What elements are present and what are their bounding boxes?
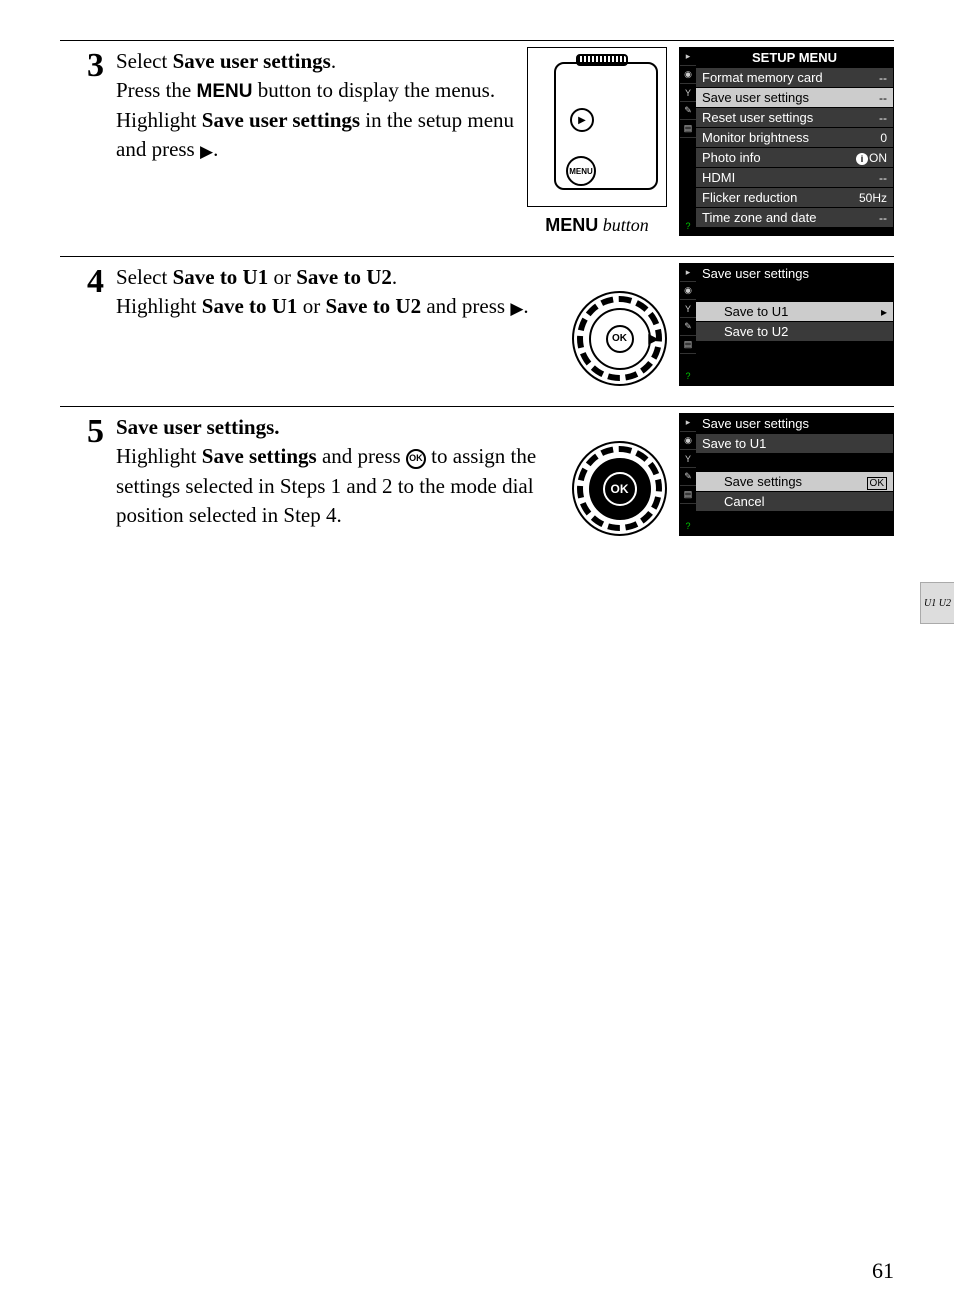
step-heading-suffix: .: [331, 49, 336, 73]
menu-row-value: iON: [856, 151, 887, 165]
menu-row-label: Cancel: [724, 494, 764, 509]
retouch-tab-icon: ✎: [680, 318, 696, 336]
menu-row-value: 0: [880, 131, 887, 145]
menu-row-label: Save user settings: [702, 90, 809, 105]
step-text: Save user settings. Highlight Save setti…: [116, 413, 560, 536]
help-icon: ?: [680, 217, 696, 235]
step-body-text: Highlight Save settings and press OK to …: [116, 442, 560, 530]
wrench-tab-icon: Y: [680, 84, 696, 102]
step-3: 3 Select Save user settings. Press the M…: [60, 40, 894, 256]
menu-row-label: Reset user settings: [702, 110, 813, 125]
step-body-text: Highlight Save to U1 or Save to U2 and p…: [116, 292, 560, 321]
myMenu-tab-icon: ▤: [680, 486, 696, 504]
playback-tab-icon: ▸: [680, 48, 696, 66]
playback-tab-icon: ▸: [680, 264, 696, 282]
menu-row-label: Save settings: [724, 474, 802, 489]
menu-rows: Format memory card -- Save user settings --…: [696, 68, 893, 227]
dial-illustration-column: OK: [572, 413, 667, 536]
step-body-text: Press the MENU button to display the men…: [116, 76, 515, 164]
screen-header: Save user settings: [696, 264, 893, 283]
menu-row-value: --: [879, 211, 887, 225]
menu-row-value: 50Hz: [859, 191, 887, 205]
menu-row-label: Photo info: [702, 150, 761, 165]
step-number: 3: [60, 49, 116, 236]
screen-sidebar-icons: ▸ ◉ Y ✎ ▤ ?: [680, 414, 696, 535]
menu-rows: Save to U1 ▸ Save to U2: [696, 302, 893, 341]
menu-row: HDMI --: [696, 168, 893, 187]
screen-header: Save user settings: [696, 414, 893, 433]
playback-icon: [570, 108, 594, 132]
playback-tab-icon: ▸: [680, 414, 696, 432]
menu-button-caption: MENU button: [545, 215, 649, 236]
menu-button-icon: MENU: [566, 156, 596, 186]
menu-row: Save settings OK: [696, 472, 893, 491]
menu-row-label: Time zone and date: [702, 210, 816, 225]
dial-illustration-column: OK: [572, 263, 667, 386]
menu-row-value: --: [879, 71, 887, 85]
retouch-tab-icon: ✎: [680, 468, 696, 486]
menu-row-value: --: [879, 111, 887, 125]
screen-title: SETUP MENU: [696, 48, 893, 67]
ok-icon: OK: [606, 325, 634, 353]
menu-row: Save to U2: [696, 322, 893, 341]
screen-sidebar-icons: ▸ ◉ Y ✎ ▤ ?: [680, 264, 696, 385]
menu-rows: Save settings OK Cancel: [696, 472, 893, 511]
menu-row-label: Flicker reduction: [702, 190, 797, 205]
menu-row: Save to U1 ▸: [696, 302, 893, 321]
menu-row: Reset user settings --: [696, 108, 893, 127]
menu-row-value: OK: [867, 475, 887, 489]
menu-row: Time zone and date --: [696, 208, 893, 227]
step-number: 5: [60, 415, 116, 536]
camera-illustration: MENU: [527, 47, 667, 207]
menu-row: Save user settings --: [696, 88, 893, 107]
step-heading-prefix: Select: [116, 49, 173, 73]
setup-menu-screen: ▸ ◉ Y ✎ ▤ ? SETUP MENU Format memory car…: [679, 47, 894, 236]
menu-row-label: Monitor brightness: [702, 130, 809, 145]
save-settings-screen: ▸ ◉ Y ✎ ▤ ? Save user settings Save to U…: [679, 413, 894, 536]
ok-icon: OK: [603, 472, 637, 506]
help-icon: ?: [680, 517, 696, 535]
step-5: 5 Save user settings. Highlight Save set…: [60, 406, 894, 556]
dial-ok-illustration: OK: [572, 441, 667, 536]
camera-tab-icon: ◉: [680, 282, 696, 300]
side-tab: U1 U2: [920, 582, 954, 624]
step-text: Select Save user settings. Press the MEN…: [116, 47, 515, 236]
menu-row-value: --: [879, 171, 887, 185]
menu-row: Photo info iON: [696, 148, 893, 167]
step-number: 4: [60, 265, 116, 386]
help-icon: ?: [680, 367, 696, 385]
camera-tab-icon: ◉: [680, 66, 696, 84]
menu-row: Format memory card --: [696, 68, 893, 87]
myMenu-tab-icon: ▤: [680, 336, 696, 354]
wrench-tab-icon: Y: [680, 450, 696, 468]
step-4: 4 Select Save to U1 or Save to U2. Highl…: [60, 256, 894, 406]
menu-row-value: --: [879, 91, 887, 105]
menu-row-label: Save to U1: [724, 304, 788, 319]
step-heading-bold: Save user settings: [173, 49, 331, 73]
screen-subheader: Save to U1: [696, 434, 893, 453]
menu-row-label: HDMI: [702, 170, 735, 185]
dial-right-illustration: OK: [572, 291, 667, 386]
myMenu-tab-icon: ▤: [680, 120, 696, 138]
menu-row-label: Save to U2: [724, 324, 788, 339]
menu-row: Monitor brightness 0: [696, 128, 893, 147]
camera-tab-icon: ◉: [680, 432, 696, 450]
menu-row-value: ▸: [881, 305, 887, 319]
menu-row-label: Format memory card: [702, 70, 823, 85]
menu-row: Flicker reduction 50Hz: [696, 188, 893, 207]
wrench-tab-icon: Y: [680, 300, 696, 318]
save-user-settings-screen: ▸ ◉ Y ✎ ▤ ? Save user settings Save to U…: [679, 263, 894, 386]
screen-sidebar-icons: ▸ ◉ Y ✎ ▤ ?: [680, 48, 696, 235]
step-text: Select Save to U1 or Save to U2. Highlig…: [116, 263, 560, 386]
page-number: 61: [872, 1258, 894, 1284]
retouch-tab-icon: ✎: [680, 102, 696, 120]
right-arrow-icon: [648, 330, 659, 348]
menu-row: Cancel: [696, 492, 893, 511]
camera-illustration-column: MENU MENU button: [527, 47, 667, 236]
